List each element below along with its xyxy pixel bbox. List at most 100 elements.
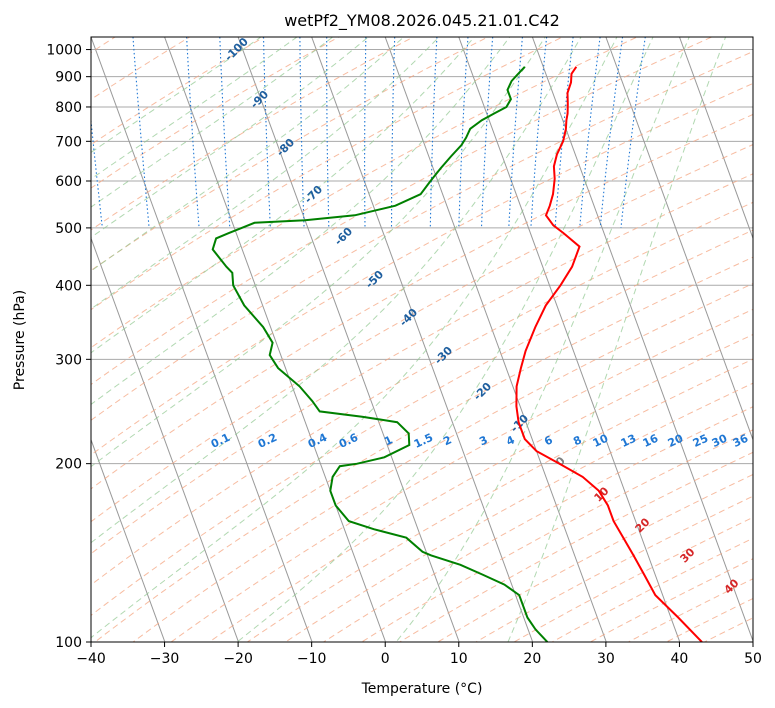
y-axis-label: Pressure (hPa): [12, 290, 28, 390]
moist-adiabat-line: [91, 37, 334, 208]
dry-adiabat-line: [513, 516, 753, 642]
mixing-ratio-label: 0.2: [256, 431, 279, 451]
mixing-ratio-label: 20: [666, 432, 686, 450]
x-tick-label: 0: [381, 651, 390, 667]
mixing-ratio-label: 6: [542, 433, 555, 448]
isotherm-gridline: [91, 37, 313, 642]
mixing-ratio-label: 25: [691, 432, 710, 450]
mixing-ratio-line: [326, 37, 330, 228]
reference-curve: [67, 25, 88, 642]
moist-adiabat-line: [91, 37, 298, 180]
plot-frame: [90, 36, 754, 643]
mixing-ratio-line: [186, 37, 200, 228]
dry-adiabat-line: [589, 558, 753, 642]
dry-adiabat-line: [91, 37, 713, 386]
dry-adiabat-line: [551, 537, 753, 642]
moist-adiabat-label: 30: [678, 545, 698, 565]
moist-adiabat-line: [91, 37, 546, 468]
isotherm-gridline: [91, 236, 240, 642]
mixing-ratio-line: [262, 37, 271, 228]
mixing-ratio-line: [91, 115, 103, 228]
mixing-ratio-label: 2: [441, 433, 453, 448]
isotherm-gridline: [678, 37, 753, 240]
mixing-ratio-label: 1: [382, 433, 394, 448]
isotherm-gridline: [605, 37, 753, 442]
mixing-ratio-label: 10: [591, 432, 611, 450]
chart-title: wetPf2_YM08.2026.045.21.01.C42: [284, 11, 560, 31]
dry-adiabat-line: [91, 37, 639, 349]
moist-adiabat-line: [91, 37, 370, 239]
isotherm-gridline: [531, 37, 753, 642]
mixing-ratio-line: [579, 37, 601, 228]
mixing-ratio-label: 30: [710, 432, 730, 450]
mixing-ratio-line: [480, 37, 494, 228]
mixing-ratio-line: [508, 37, 524, 228]
y-tick-label: 900: [55, 70, 82, 86]
isotherm-gridline: [384, 37, 607, 642]
mixing-ratio-line: [620, 37, 646, 228]
dry-adiabat-line: [284, 382, 753, 642]
mixing-ratio-line: [458, 37, 469, 228]
mixing-ratio-line: [530, 37, 548, 228]
x-tick-label: 20: [523, 651, 541, 667]
dry-adiabat-line: [132, 283, 753, 642]
moist-adiabat-line: [236, 37, 654, 642]
dry-adiabat-line: [91, 229, 753, 616]
mixing-ratio-line: [554, 37, 574, 228]
mixing-ratio-line: [390, 37, 396, 228]
mixing-ratio-line: [219, 37, 231, 228]
x-tick-label: 50: [744, 651, 762, 667]
dry-adiabat-line: [91, 173, 753, 555]
dry-adiabat-label: -30: [432, 344, 455, 367]
mixing-ratio-line: [132, 37, 150, 228]
dry-adiabat-line: [91, 201, 753, 586]
y-tick-label: 400: [55, 278, 82, 294]
dry-adiabat-label: -50: [363, 268, 386, 291]
dry-adiabat-line: [246, 358, 753, 642]
dry-adiabat-label: -90: [248, 88, 271, 111]
dry-adiabat-label: -70: [302, 183, 325, 206]
x-tick-label: 30: [597, 651, 615, 667]
dry-adiabat-line: [703, 617, 753, 642]
x-tick-label: −40: [76, 651, 106, 667]
x-tick-label: −30: [150, 651, 180, 667]
mixing-ratio-label: 8: [571, 433, 583, 448]
mixing-ratio-line: [599, 37, 624, 228]
dry-adiabat-line: [0, 25, 58, 655]
y-tick-label: 1000: [46, 43, 82, 59]
mixing-ratio-label: 0.6: [337, 431, 360, 451]
dry-adiabat-line: [91, 37, 266, 146]
x-tick-label: −10: [297, 651, 327, 667]
moist-adiabat-label: 40: [722, 576, 742, 596]
mixing-ratio-label: 3: [477, 433, 489, 448]
dry-adiabat-line: [91, 37, 564, 311]
plot-area: -100-90-80-70-60-50-40-30-20-100.1 0.2 0.4…: [0, 25, 753, 655]
moist-adiabat-line: [91, 37, 475, 354]
moist-adiabat-line: [91, 37, 262, 154]
mixing-ratio-line: [299, 37, 305, 228]
mixing-ratio-label: 4: [504, 433, 517, 448]
moist-adiabat-line: [91, 37, 511, 406]
dry-adiabat-line: [322, 406, 753, 642]
mixing-ratio-line: [364, 37, 367, 228]
x-tick-label: −20: [223, 651, 253, 667]
temperature-profile: [515, 66, 703, 642]
dry-adiabat-line: [94, 256, 753, 642]
dry-adiabat-line: [91, 113, 753, 490]
dry-adiabat-label: -80: [274, 136, 297, 159]
mixing-ratio-label: 16: [641, 432, 661, 450]
y-tick-label: 500: [55, 221, 82, 237]
dry-adiabat-line: [208, 333, 753, 642]
dry-adiabat-label: -20: [471, 380, 494, 403]
moist-adiabat-line: [91, 37, 618, 639]
isotherm-gridline: [91, 438, 166, 642]
mixing-ratio-label: 13: [619, 432, 638, 450]
y-tick-label: 800: [55, 100, 82, 116]
moist-adiabat-line: [507, 37, 727, 642]
y-tick-label: 300: [55, 352, 82, 368]
dry-adiabat-line: [91, 51, 753, 421]
dry-adiabat-line: [474, 495, 753, 642]
moist-adiabat-line: [91, 37, 440, 310]
dry-adiabat-line: [91, 144, 753, 523]
